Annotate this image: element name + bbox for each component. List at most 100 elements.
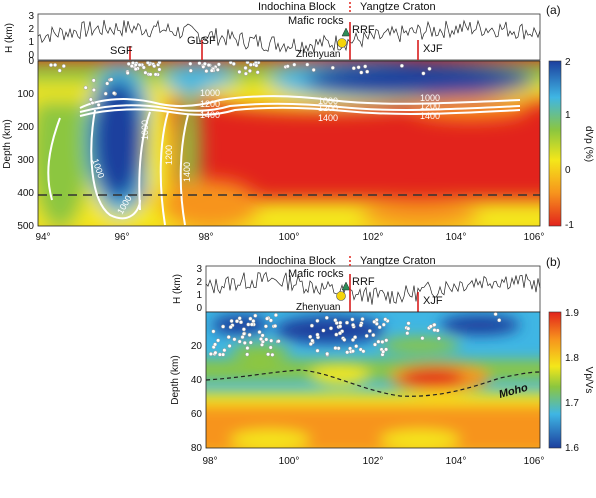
earthquake-marker	[229, 319, 234, 324]
ytick-label: 500	[17, 221, 34, 232]
earthquake-marker	[428, 324, 433, 329]
earthquake-marker	[350, 317, 355, 322]
fault-label-rrf: RRF	[352, 24, 375, 36]
earthquake-marker	[251, 319, 256, 324]
earthquake-marker	[247, 332, 252, 337]
colorbar-label-b: Vp/Vs	[583, 367, 594, 394]
earthquake-marker	[353, 335, 358, 340]
block-label-yangtze: Yangtze Craton	[360, 255, 436, 267]
isotherm-label: 1200	[420, 101, 440, 111]
earthquake-marker	[234, 319, 239, 324]
earthquake-marker	[245, 61, 250, 65]
earthquake-marker	[372, 319, 377, 324]
earthquake-marker	[237, 339, 242, 344]
earthquake-marker	[405, 331, 410, 336]
earthquake-marker	[338, 324, 343, 329]
topo-ylabel-b: H (km)	[172, 274, 183, 304]
earthquake-marker	[228, 325, 233, 330]
earthquake-marker	[436, 336, 441, 341]
yticks-b: 20 40 60 80	[191, 341, 203, 454]
topo-ytick-a: 3	[28, 11, 34, 22]
earthquake-marker	[240, 335, 245, 340]
earthquake-marker	[249, 322, 254, 327]
earthquake-marker	[204, 69, 209, 74]
xtick-label: 104°	[446, 456, 467, 467]
mafic-rocks-icon	[341, 27, 351, 37]
earthquake-marker	[359, 70, 364, 75]
earthquake-marker	[145, 61, 150, 65]
earthquake-marker	[49, 63, 54, 68]
earthquake-marker	[264, 337, 269, 342]
moho-line	[206, 369, 540, 397]
xtick-label: 100°	[279, 456, 300, 467]
earthquake-marker	[427, 66, 432, 71]
earthquake-marker	[216, 338, 221, 343]
ytick-label: 60	[191, 409, 203, 420]
earthquake-marker	[222, 348, 227, 353]
colorbar-tick: 1	[565, 110, 571, 121]
earthquake-marker	[373, 342, 378, 347]
isotherm-label: 1400	[200, 110, 220, 120]
earthquake-marker	[260, 333, 265, 338]
earthquake-marker	[321, 328, 326, 333]
earthquake-marker	[206, 63, 211, 68]
earthquake-marker	[217, 352, 222, 357]
earthquake-marker	[157, 61, 162, 65]
earthquake-marker	[384, 347, 389, 352]
earthquake-marker	[243, 65, 248, 70]
earthquake-marker	[257, 330, 262, 335]
panel-label-a: (a)	[546, 3, 561, 17]
earthquake-marker	[333, 318, 338, 323]
earthquake-marker	[248, 62, 253, 67]
earthquake-marker	[308, 334, 313, 339]
earthquake-marker	[358, 323, 363, 328]
earthquake-marker	[96, 102, 101, 107]
fault-label-rrf: RRF	[352, 276, 375, 288]
xtick-label: 104°	[446, 232, 467, 243]
earthquake-marker	[226, 335, 231, 340]
earthquake-marker	[399, 63, 404, 68]
ytick-label: 40	[191, 375, 203, 386]
earthquake-marker	[133, 62, 138, 67]
colorbar-tick: 2	[565, 57, 571, 68]
earthquake-marker	[310, 338, 315, 343]
isotherm-label: 1200	[200, 99, 220, 109]
earthquake-marker	[268, 345, 273, 350]
isotherms-a	[47, 95, 521, 226]
ytick-label: 200	[17, 122, 34, 133]
earthquake-marker	[421, 71, 426, 76]
earthquake-marker	[208, 352, 213, 357]
xtick-label: 106°	[524, 232, 545, 243]
earthquakes-b	[208, 312, 502, 357]
topo-ytick-b: 0	[196, 303, 202, 314]
earthquake-marker	[83, 85, 88, 90]
colorbar-tick: 1.7	[565, 398, 579, 409]
earthquake-marker	[325, 351, 330, 356]
xtick-label: 94°	[35, 232, 50, 243]
earthquake-marker	[432, 322, 437, 327]
earthquake-marker	[260, 342, 265, 347]
earthquake-marker	[330, 65, 335, 70]
earthquake-marker	[334, 332, 339, 337]
xtick-label: 96°	[114, 232, 129, 243]
earthquake-marker	[308, 342, 313, 347]
earthquake-marker	[338, 331, 343, 336]
earthquake-marker	[324, 315, 329, 320]
earthquake-marker	[365, 69, 370, 74]
earthquake-marker	[345, 320, 350, 325]
earthquake-marker	[213, 350, 218, 355]
earthquake-marker	[377, 325, 382, 330]
fault-label-glsf: GLSF	[187, 35, 216, 47]
earthquake-marker	[112, 91, 117, 96]
colorbar-tick: 1.8	[565, 353, 579, 364]
earthquake-marker	[269, 338, 274, 343]
xtick-label: 98°	[202, 456, 217, 467]
earthquake-marker	[266, 352, 271, 357]
topo-ylabel-a: H (km)	[4, 23, 15, 53]
earthquake-marker	[342, 337, 347, 342]
earthquake-marker	[273, 324, 278, 329]
earthquake-marker	[350, 349, 355, 354]
earthquake-marker	[245, 352, 250, 357]
isotherm-label: 1000	[200, 88, 220, 98]
